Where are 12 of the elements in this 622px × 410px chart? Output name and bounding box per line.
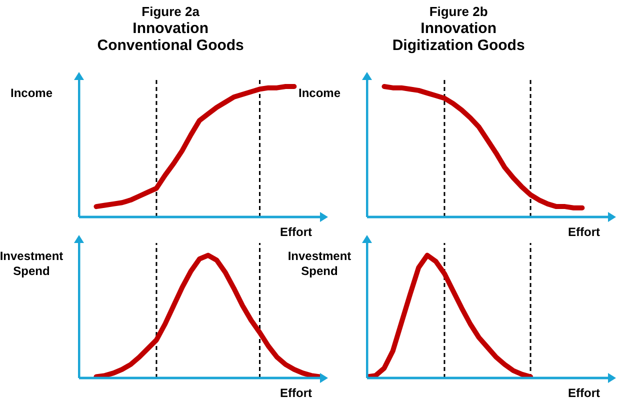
y-axis-title: Income [9, 86, 54, 101]
chart-title: Figure 2a [140, 4, 200, 19]
y-axis-title: Investment Spend [286, 249, 352, 279]
x-axis-title: Effort [567, 386, 600, 400]
chart-subtitle: Innovation Digitization Goods [391, 20, 526, 54]
chart-title: Figure 2b [428, 4, 489, 19]
x-axis-title: Effort [567, 225, 600, 239]
chart-subtitle: Innovation Conventional Goods [96, 20, 245, 54]
x-axis-title: Effort [279, 386, 312, 400]
x-axis-title: Effort [279, 225, 312, 239]
y-axis-title: Income [297, 86, 342, 101]
y-axis-title: Investment Spend [0, 249, 64, 279]
